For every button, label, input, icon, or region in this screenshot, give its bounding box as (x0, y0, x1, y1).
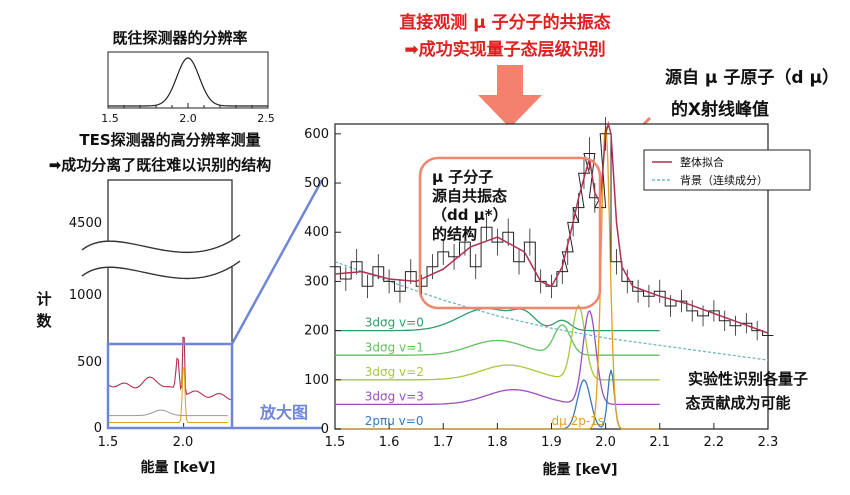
energy-xlabel-left: 能量 [keV] (141, 459, 216, 476)
legend-bg-label: 背景（连续成分） (680, 173, 768, 187)
ov-ytick-1000: 1000 (69, 288, 102, 303)
prev-tick-1-5: 1.5 (101, 112, 119, 125)
prev-resolution-chart: 1.5 2.0 2.5 (101, 51, 275, 125)
tes-line1: TES探测器的高分辨率测量 (79, 131, 260, 149)
main-xtick-label: 1.7 (433, 435, 454, 450)
component-label: 3dσg v=0 (365, 316, 424, 330)
main-ytick-label: 0 (321, 422, 329, 437)
main-xtick-label: 2.3 (758, 435, 779, 450)
component-label: 3dσg v=2 (365, 365, 424, 379)
resonance-l4: 的结构 (432, 225, 477, 243)
main-ytick-label: 400 (304, 225, 329, 240)
main-legend: 整体拟合 背景（连续成分） (643, 149, 811, 191)
zoom-region-box (106, 342, 234, 430)
main-xtick-label: 2.0 (595, 435, 616, 450)
main-ytick-label: 300 (304, 274, 329, 289)
main-xtick-label: 1.9 (541, 435, 562, 450)
overview-chart: 4500 1000 500 0 1.5 2.0 (69, 179, 241, 450)
ov-ytick-500: 500 (77, 355, 102, 370)
fit-curve (334, 121, 769, 334)
resonance-highlight-box (418, 156, 602, 310)
prev-tick-2-5: 2.5 (257, 112, 275, 125)
main-ytick-label: 200 (304, 324, 329, 339)
zoom-connector-top (230, 179, 324, 345)
zoom-label: 放大图 (259, 403, 308, 422)
energy-xlabel-right: 能量 [keV] (543, 461, 618, 478)
prev-tick-2-0: 2.0 (179, 112, 197, 125)
ov-ytick-0: 0 (94, 421, 102, 436)
axis-break-lower-line (81, 260, 241, 279)
overview-frame (107, 179, 233, 429)
axis-break-upper-line (81, 234, 241, 253)
counts-ylabel-1: 计 (36, 290, 51, 308)
tes-line2: ➡成功分离了既往难以识别的结构 (49, 156, 272, 174)
main-xtick-label: 1.5 (325, 435, 346, 450)
component-curve (335, 304, 660, 381)
main-xtick-label: 2.2 (704, 435, 725, 450)
main-xtick-label: 1.6 (379, 435, 400, 450)
ov-xtick-1-5: 1.5 (98, 435, 119, 450)
prev-resolution-peak (108, 57, 268, 107)
xray-line2: 的X射线峰值 (671, 99, 769, 120)
ov-ytick-4500: 4500 (69, 216, 102, 231)
resonance-l3: （dd μ*） (432, 206, 508, 224)
quantum-l1: 实验性识别各量子 (688, 370, 808, 388)
overview-component (108, 367, 228, 423)
component-label: 2pπu v=0 (365, 414, 424, 428)
xray-line1: 源自 μ 子原子（d μ） (665, 67, 839, 88)
ov-xtick-2-0: 2.0 (173, 435, 194, 450)
quantum-l2: 态贡献成为可能 (685, 394, 790, 412)
main-ytick-label: 100 (304, 373, 329, 388)
top-red-line2: ➡成功实现量子态层级识别 (404, 39, 605, 60)
legend-fit-label: 整体拟合 (680, 155, 724, 169)
background-curve (334, 261, 769, 361)
down-arrow-icon (478, 65, 542, 128)
data-histogram (329, 133, 774, 336)
main-ytick-label: 500 (304, 176, 329, 191)
component-curve (335, 307, 660, 332)
component-label: 3dσg v=3 (365, 389, 424, 403)
resonance-l1: μ 子分子 (432, 168, 493, 186)
component-curve (335, 324, 660, 356)
overview-background (108, 409, 228, 417)
component-curve (335, 310, 660, 406)
main-xtick-label: 2.1 (649, 435, 670, 450)
top-red-line1: 直接观测 μ 子分子的共振态 (399, 12, 610, 33)
main-xtick-label: 1.8 (487, 435, 508, 450)
component-label: 3dσg v=1 (365, 340, 424, 354)
prev-res-title: 既往探测器的分辨率 (112, 29, 247, 47)
main-ytick-label: 600 (304, 127, 329, 142)
component-label: dμ 2p-1s (552, 414, 605, 428)
overview-spectrum (107, 336, 232, 401)
resonance-l2: 源自共振态 (432, 187, 507, 205)
counts-ylabel-2: 数 (36, 312, 52, 330)
